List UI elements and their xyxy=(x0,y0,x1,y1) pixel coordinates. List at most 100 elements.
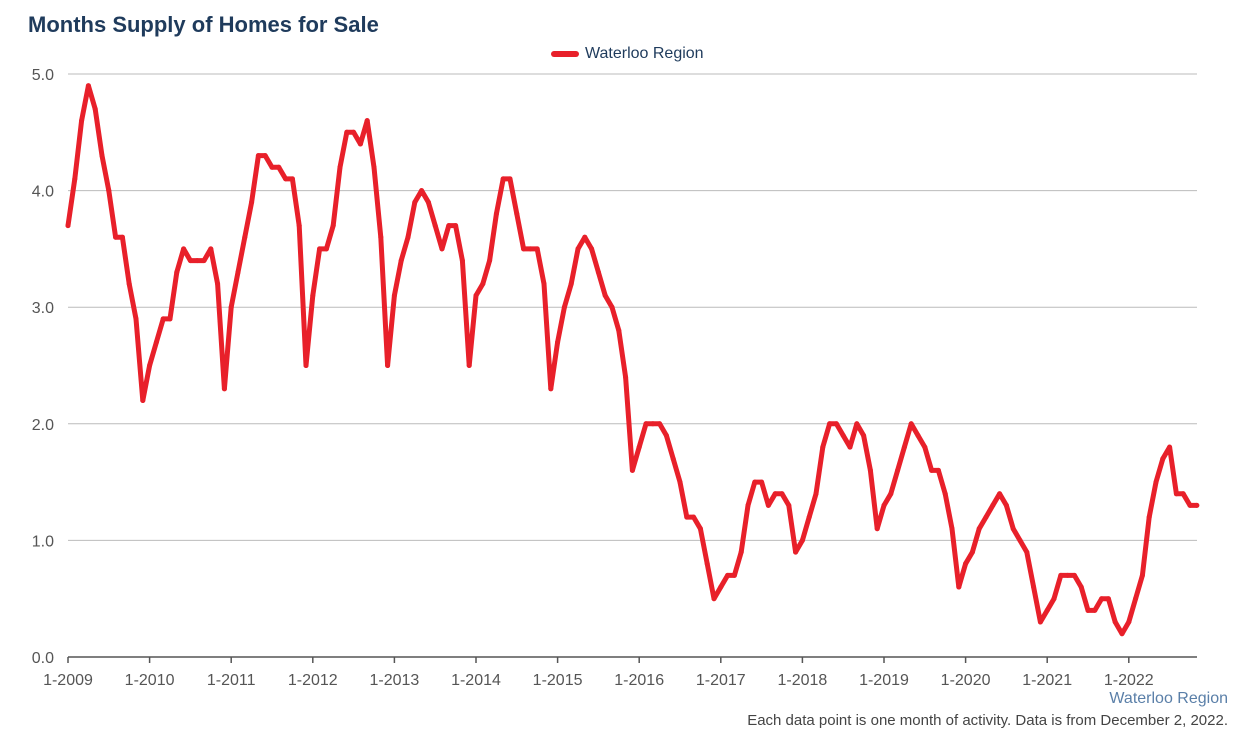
data-point xyxy=(1146,514,1152,520)
data-point xyxy=(72,176,78,182)
data-point xyxy=(555,339,561,345)
data-point xyxy=(1017,537,1023,543)
data-point xyxy=(242,234,248,240)
grid-lines xyxy=(68,73,1197,658)
data-point xyxy=(351,129,357,135)
data-point xyxy=(215,281,221,287)
data-point xyxy=(174,269,180,275)
data-point xyxy=(657,421,663,427)
y-tick-label: 3.0 xyxy=(32,300,54,317)
data-point xyxy=(446,223,452,229)
data-point xyxy=(561,304,567,310)
data-point xyxy=(269,164,275,170)
data-point xyxy=(969,549,975,555)
data-point xyxy=(541,281,547,287)
data-point xyxy=(303,363,309,368)
x-tick-label: 1-2010 xyxy=(125,672,175,689)
data-point xyxy=(623,374,629,380)
data-point xyxy=(439,246,445,252)
data-point xyxy=(908,421,914,427)
data-point xyxy=(806,514,812,520)
y-tick-label: 5.0 xyxy=(32,67,54,84)
data-point xyxy=(997,491,1003,497)
y-tick-label: 4.0 xyxy=(32,184,54,201)
data-point xyxy=(235,269,241,275)
data-point xyxy=(1194,502,1200,508)
data-point xyxy=(929,467,935,473)
data-point xyxy=(85,83,91,89)
data-point xyxy=(1153,479,1159,485)
data-point xyxy=(1112,619,1118,625)
data-point xyxy=(296,223,302,229)
data-point xyxy=(840,433,846,438)
data-point xyxy=(745,502,751,508)
data-point xyxy=(432,223,438,229)
data-point xyxy=(514,211,520,217)
data-point xyxy=(187,258,193,264)
data-point xyxy=(1133,596,1139,602)
y-tick-label: 1.0 xyxy=(32,533,54,550)
data-point xyxy=(1065,572,1071,578)
data-point xyxy=(1071,572,1077,578)
data-point xyxy=(1167,444,1173,450)
data-point xyxy=(772,491,778,497)
data-point xyxy=(670,456,676,462)
data-point xyxy=(901,444,907,450)
data-point xyxy=(357,141,363,147)
data-point xyxy=(799,537,805,543)
x-tick-label: 1-2021 xyxy=(1022,672,1072,689)
data-point xyxy=(317,246,323,252)
data-point xyxy=(221,386,227,392)
x-tick-label: 1-2019 xyxy=(859,672,909,689)
data-point xyxy=(378,234,384,240)
data-point xyxy=(1119,631,1125,637)
data-point xyxy=(779,491,785,497)
data-point xyxy=(738,549,744,555)
data-point xyxy=(643,421,649,427)
data-point xyxy=(527,246,533,252)
data-point xyxy=(153,339,159,345)
data-point xyxy=(194,258,200,264)
data-point xyxy=(874,526,880,532)
data-point xyxy=(147,363,153,368)
data-point xyxy=(344,129,350,135)
data-point xyxy=(922,444,928,450)
data-point xyxy=(582,234,588,240)
data-point xyxy=(1187,502,1193,508)
data-point xyxy=(949,526,955,532)
data-point xyxy=(677,479,683,485)
data-point xyxy=(793,549,799,555)
data-point xyxy=(684,514,690,520)
data-point xyxy=(650,421,656,427)
data-point xyxy=(500,176,506,182)
data-point xyxy=(330,223,336,229)
data-point xyxy=(228,304,234,310)
data-point xyxy=(1031,584,1037,590)
footer-region-label: Waterloo Region xyxy=(1109,690,1228,707)
data-point xyxy=(113,234,119,240)
data-point xyxy=(1092,607,1098,613)
data-point xyxy=(1173,491,1179,497)
footer-note: Each data point is one month of activity… xyxy=(747,712,1228,729)
data-point xyxy=(718,584,724,590)
data-point xyxy=(956,584,962,590)
data-point xyxy=(833,421,839,427)
data-point xyxy=(412,199,418,205)
data-point xyxy=(133,316,139,322)
data-point xyxy=(1139,572,1145,578)
data-point xyxy=(1058,572,1064,578)
data-point xyxy=(1037,619,1043,625)
data-point xyxy=(759,479,765,485)
data-point xyxy=(1010,526,1016,532)
y-tick-label: 2.0 xyxy=(32,417,54,434)
data-point xyxy=(1051,596,1057,602)
legend-swatch xyxy=(551,51,579,57)
data-point xyxy=(1105,596,1111,602)
data-point xyxy=(983,514,989,520)
x-tick-label: 1-2015 xyxy=(533,672,583,689)
data-point xyxy=(629,467,635,473)
data-point xyxy=(385,363,391,368)
legend-label: Waterloo Region xyxy=(585,45,704,62)
y-axis-ticks: 0.0 1.0 2.0 3.0 4.0 5.0 xyxy=(32,67,54,667)
